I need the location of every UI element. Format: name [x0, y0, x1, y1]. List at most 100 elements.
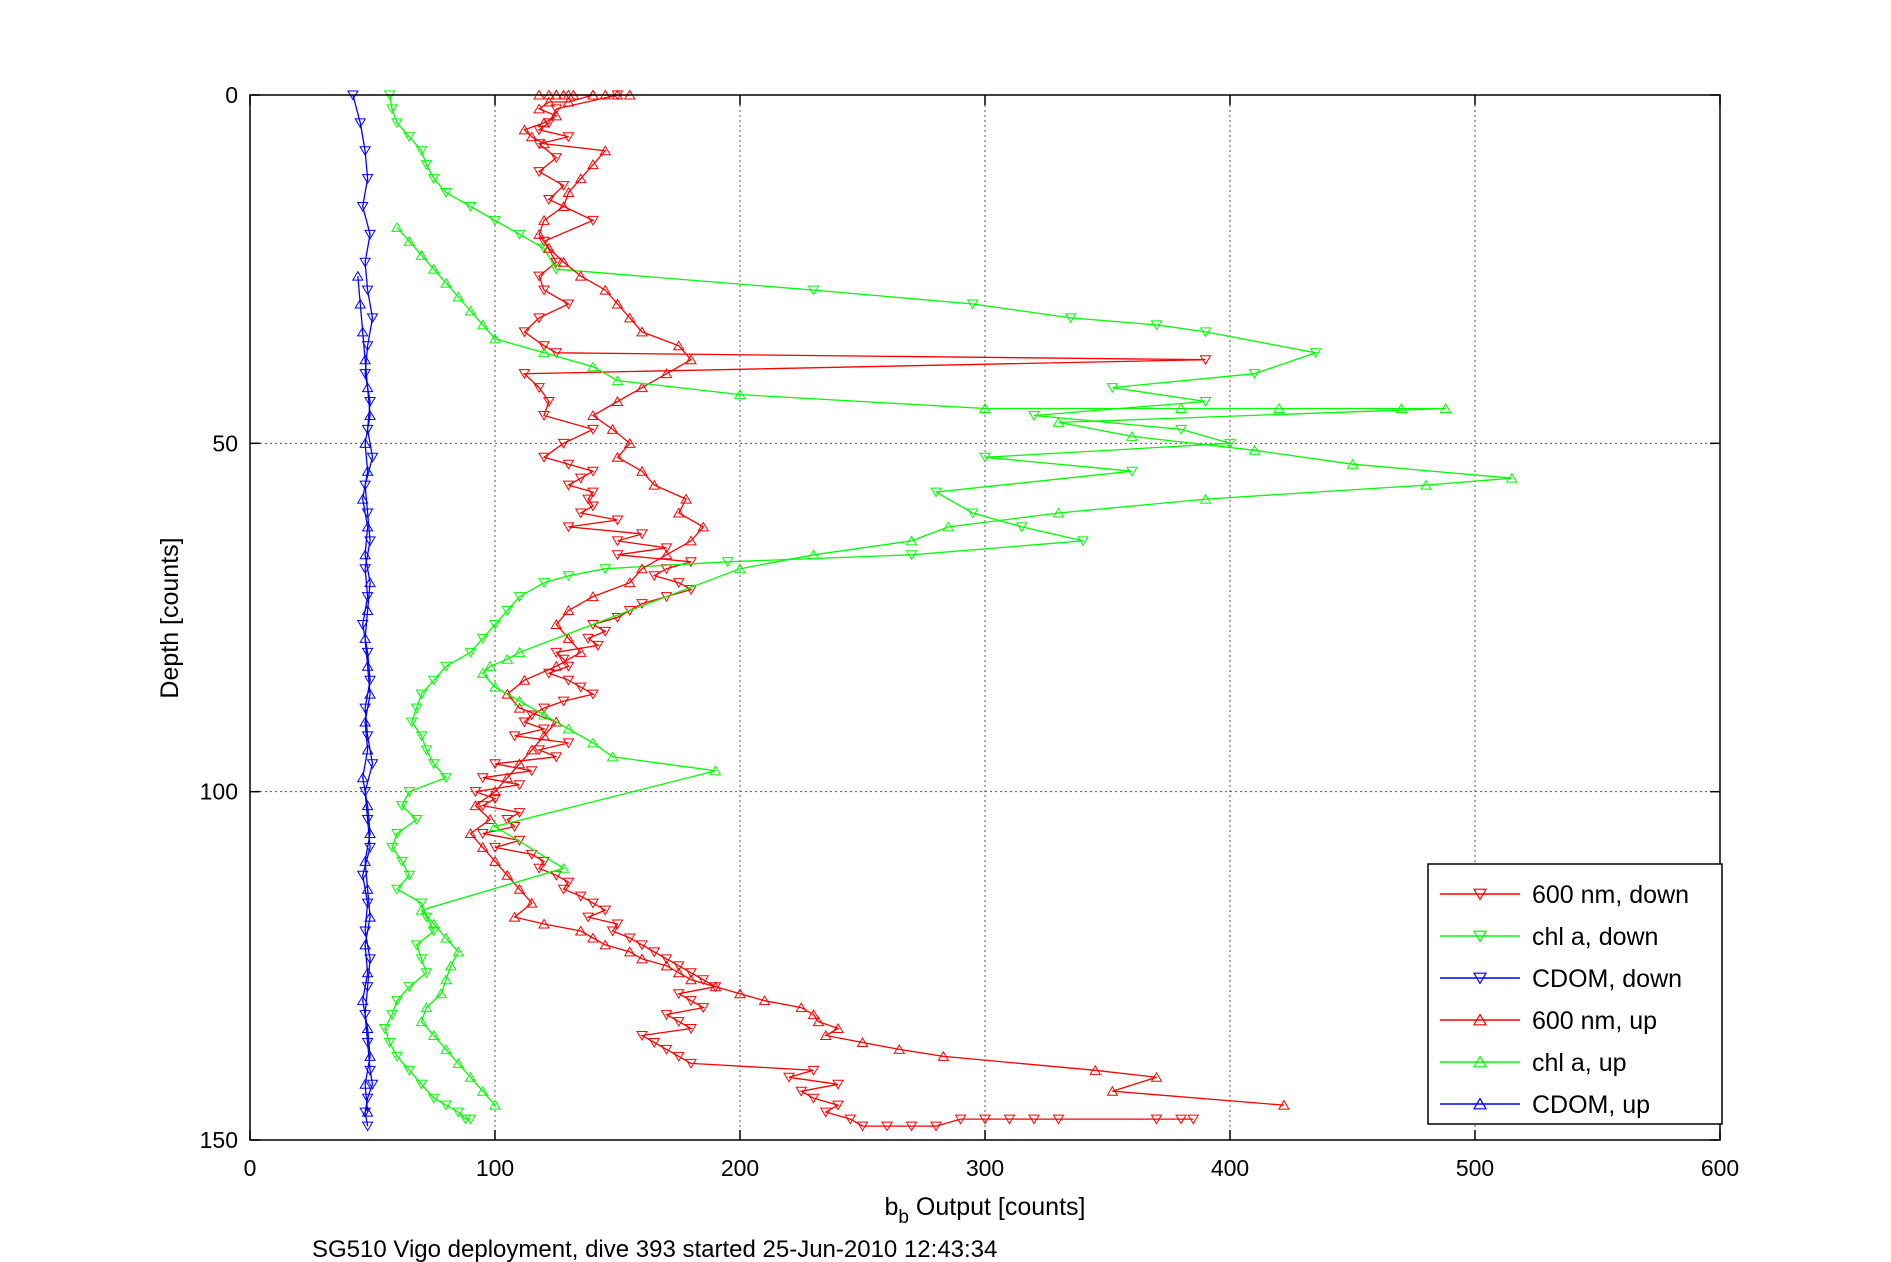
data-point: [606, 751, 619, 762]
data-point: [672, 1051, 685, 1062]
data-point: [513, 592, 526, 603]
data-point: [533, 167, 545, 178]
data-point: [361, 1121, 374, 1132]
data-point: [440, 932, 452, 943]
data-point: [378, 1024, 391, 1035]
data-point: [464, 1114, 477, 1125]
data-point: [550, 110, 563, 121]
data-point: [484, 814, 496, 825]
data-point: [1015, 522, 1028, 533]
data-point: [550, 104, 563, 115]
x-tick-label: 400: [1211, 1155, 1249, 1181]
data-point: [660, 954, 673, 965]
data-point: [812, 1016, 825, 1027]
data-point: [758, 995, 771, 1006]
data-point: [574, 925, 587, 936]
data-point: [623, 946, 636, 957]
x-tick-label: 200: [721, 1155, 759, 1181]
data-point: [525, 131, 538, 142]
data-point: [660, 543, 673, 554]
data-point: [361, 898, 374, 909]
data-point: [440, 1043, 452, 1054]
data-point: [356, 772, 369, 783]
data-point: [587, 487, 599, 498]
data-point: [660, 368, 673, 379]
data-point: [420, 1002, 433, 1013]
x-tick-label: 600: [1701, 1155, 1739, 1181]
data-point: [550, 264, 563, 275]
data-point: [525, 744, 538, 755]
data-point: [807, 1093, 820, 1104]
data-point: [697, 521, 710, 532]
data-point: [844, 1114, 857, 1125]
data-point: [685, 557, 697, 568]
data-point: [361, 285, 374, 296]
series-layer: [347, 89, 1518, 1132]
data-point: [587, 898, 599, 909]
data-point: [550, 716, 563, 727]
data-point: [636, 563, 648, 574]
data-point: [734, 563, 746, 574]
data-point: [513, 702, 526, 713]
data-point: [856, 1121, 869, 1132]
data-point: [1064, 313, 1077, 324]
y-tick-label: 100: [200, 779, 238, 805]
data-point: [351, 270, 364, 281]
data-point: [361, 883, 374, 894]
legend-box: [1427, 863, 1723, 1125]
data-point: [623, 312, 636, 323]
data-point: [427, 918, 440, 929]
data-point: [489, 1099, 501, 1110]
data-point: [1199, 355, 1212, 366]
data-point: [562, 522, 575, 533]
x-tick-label: 500: [1456, 1155, 1494, 1181]
data-point: [660, 1044, 673, 1055]
data-point: [464, 201, 477, 212]
data-point: [1175, 403, 1187, 413]
data-point: [391, 884, 403, 895]
data-point: [550, 257, 563, 268]
data-point: [611, 396, 624, 407]
x-axis-label-subscript: b: [898, 1207, 909, 1228]
data-point: [905, 1121, 918, 1132]
data-point: [562, 480, 575, 491]
data-point: [364, 675, 376, 686]
data-point: [1187, 1114, 1200, 1125]
data-point: [364, 827, 376, 838]
data-point: [574, 508, 587, 519]
data-point: [386, 842, 398, 853]
data-point: [543, 96, 555, 107]
data-point: [660, 549, 673, 560]
data-point: [734, 389, 746, 400]
data-point: [361, 465, 374, 476]
data-point: [440, 974, 452, 985]
data-point: [518, 124, 531, 135]
data-point: [501, 688, 514, 699]
y-tick-label: 50: [212, 430, 238, 456]
data-point: [410, 815, 423, 826]
data-point: [359, 855, 372, 866]
data-point: [391, 828, 403, 839]
data-point: [623, 437, 636, 448]
data-point: [930, 1121, 942, 1132]
data-point: [538, 410, 550, 421]
data-point: [1505, 472, 1518, 483]
data-point: [1278, 1099, 1290, 1110]
data-point: [476, 667, 489, 678]
data-point: [476, 841, 489, 852]
data-point: [445, 960, 457, 971]
data-point: [966, 508, 979, 519]
data-point: [513, 646, 526, 657]
data-point: [550, 647, 563, 658]
data-point: [361, 815, 374, 826]
data-point: [1052, 1114, 1065, 1125]
data-point: [476, 801, 489, 812]
data-point: [427, 675, 440, 686]
data-point: [979, 452, 991, 463]
data-point: [464, 1071, 477, 1082]
data-point: [440, 188, 452, 199]
y-axis-label: Depth [counts]: [156, 537, 184, 698]
data-point: [518, 369, 531, 380]
data-point: [636, 599, 648, 610]
data-point: [538, 856, 550, 867]
